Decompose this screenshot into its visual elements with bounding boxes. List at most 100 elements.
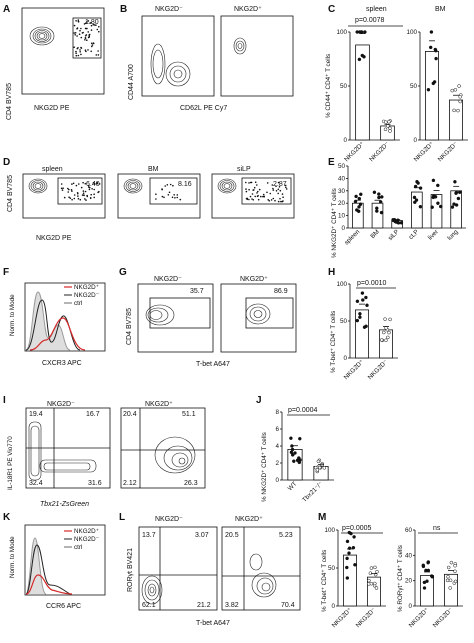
panel-d-spleen-event — [72, 182, 75, 185]
panel-e-point — [454, 203, 459, 207]
panel-d-spleen-event — [87, 184, 90, 187]
panel-h-point — [364, 295, 368, 300]
panel-m-tbet-point — [351, 545, 356, 550]
panel-d-silp-event — [266, 182, 269, 184]
panel-d-spleen-event — [62, 187, 64, 189]
panel-j-y-tick-label: 6 — [275, 426, 279, 433]
panel-d-spleen-event — [92, 182, 95, 184]
panel-e-bar — [352, 202, 364, 229]
panel-e-point — [377, 195, 381, 200]
panel-m-tbet-point — [353, 563, 357, 567]
panel-c-spleen-y-tick-label: 0 — [343, 137, 347, 144]
panel-d-percent-silp: 2.87 — [273, 181, 287, 188]
panel-j-point — [290, 447, 295, 452]
panel-c-spleen-point — [355, 30, 359, 34]
panel-c-bm-point — [428, 45, 433, 50]
panel-letter-c: C — [328, 4, 335, 15]
panel-i-q1-pos: 20.4 — [123, 411, 137, 418]
panel-a-event — [89, 22, 91, 24]
panel-d-spleen-event — [63, 196, 66, 199]
panel-a-event — [87, 31, 89, 33]
panel-h-point — [360, 291, 365, 295]
panel-e-y-tick-label: 50 — [338, 163, 346, 170]
panel-d-gate-spleen — [57, 177, 103, 205]
panel-c-bm-x-tick-label: NKG2D⁻ — [437, 140, 460, 163]
panel-a-event — [75, 20, 77, 22]
panel-g-frame-pos — [220, 283, 297, 353]
panel-d-silp-event — [267, 199, 270, 201]
panel-d-spleen-event — [90, 193, 92, 196]
panel-e-y-tick-label: 40 — [338, 175, 346, 182]
panel-m-rorgt-point — [430, 575, 435, 579]
panel-j-point — [290, 453, 295, 457]
panel-d-spleen-event — [93, 196, 95, 199]
panel-d-spleen-event — [91, 188, 93, 190]
panel-g-title-neg: NKG2D⁻ — [154, 276, 182, 283]
panel-d-silp-event — [251, 193, 254, 195]
panel-d-silp-event — [277, 200, 280, 203]
panel-a-event — [73, 46, 75, 48]
panel-e-point — [456, 196, 461, 201]
panel-l-frame-pos — [221, 526, 301, 611]
panel-e-point — [380, 195, 384, 199]
panel-m-rorgt-y-tick-label: 20 — [405, 578, 413, 585]
panel-m-tbet-x-tick-label: NKG2D⁻ — [355, 606, 378, 629]
panel-d-silp-event — [282, 200, 284, 202]
panel-h-bar — [354, 309, 369, 359]
panel-a-event — [83, 23, 86, 25]
panel-d-silp-event — [262, 193, 265, 196]
panel-d-spleen-event — [83, 194, 85, 197]
panel-d-silp-event — [268, 200, 271, 202]
panel-d-spleen-event — [67, 191, 69, 193]
panel-letter-j: J — [256, 395, 262, 406]
panel-e-x-tick-label: lung — [446, 228, 460, 242]
panel-d-x-label: NKG2D PE — [36, 235, 72, 242]
panel-a-gate — [72, 17, 102, 59]
panel-i-contours-pos — [154, 436, 196, 474]
panel-b-y-label: CD44 A700 — [128, 64, 135, 100]
panel-c-bm-y-tick-label: 0 — [413, 137, 417, 144]
panel-d-silp-event — [272, 197, 275, 200]
panel-m-tbet-point — [345, 556, 349, 561]
panel-a-population-contour — [32, 28, 52, 44]
panel-d-silp-event — [262, 195, 264, 198]
panel-e-point — [454, 191, 458, 195]
panel-e-point — [394, 220, 398, 224]
panel-j-y-tick-label: 0 — [275, 477, 279, 484]
panel-letter-k: K — [3, 512, 11, 523]
panel-l-title-pos: NKG2D⁺ — [235, 516, 263, 523]
panel-e-point — [431, 194, 436, 198]
panel-m-tbet-bar — [342, 554, 357, 607]
panel-e-x-tick-label: liver — [427, 228, 440, 241]
panel-d-spleen-event — [80, 186, 83, 189]
panel-d-bm-event — [155, 198, 157, 200]
panel-e-bar — [430, 194, 443, 229]
panel-j-point — [316, 459, 321, 464]
panel-d-spleen-event — [96, 182, 98, 185]
panel-g-gate-pos — [245, 297, 294, 329]
panel-a-event — [95, 54, 98, 56]
panel-d-percent-spleen: 6.40 — [86, 181, 100, 188]
panel-c-bm-point — [456, 108, 460, 113]
panel-e-point — [438, 204, 443, 209]
panel-b-contours-neg — [150, 43, 191, 87]
panel-m-rorgt-point — [448, 578, 453, 583]
panel-d-spleen-event — [77, 195, 79, 197]
panel-a-event — [73, 32, 75, 34]
panel-d-silp-event — [245, 181, 247, 184]
panel-h-y-tick-label: 50 — [340, 318, 348, 325]
panel-m-tbet-point — [368, 571, 373, 575]
panel-j-x-tick-label: WT — [287, 480, 299, 492]
panel-a-event — [91, 44, 94, 46]
panel-a-event — [84, 49, 87, 51]
panel-letter-i: I — [3, 395, 6, 406]
panel-e-point — [413, 200, 417, 205]
panel-d-silp-event — [279, 189, 282, 192]
panel-e-y-tick-label: 0 — [341, 225, 345, 232]
panel-e-point — [399, 221, 404, 225]
panel-c-bm-point — [429, 30, 434, 34]
panel-d-gate-bm — [149, 177, 198, 205]
panel-d-silp-event — [266, 191, 268, 194]
panel-i-title-pos: NKG2D⁺ — [145, 401, 173, 408]
panel-a-event — [88, 36, 91, 38]
